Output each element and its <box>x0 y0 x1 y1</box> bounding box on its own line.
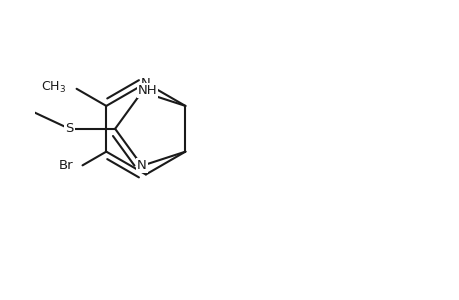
Text: N: N <box>141 76 151 90</box>
Text: S: S <box>65 122 73 135</box>
Text: NH: NH <box>137 84 157 97</box>
Text: CH$_3$: CH$_3$ <box>40 80 66 95</box>
Text: Br: Br <box>59 159 74 172</box>
Text: N: N <box>137 159 146 172</box>
